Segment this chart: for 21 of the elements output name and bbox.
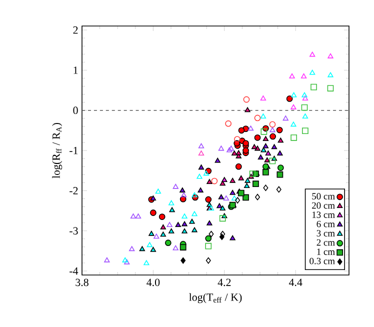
y-axis-title: log(R$_{ff}$ / R$_{A}$) — [52, 123, 62, 178]
x-tick-label: 3.8 — [76, 278, 88, 286]
x-tick-label: 4.2 — [218, 278, 231, 286]
y-tick-label: 0 — [73, 106, 78, 114]
x-tick-label: 4.0 — [146, 278, 160, 286]
legend-label: 13 cm — [312, 212, 335, 218]
legend-label: 0.3 cm — [310, 258, 335, 264]
legend-label: 2 cm — [316, 239, 335, 246]
y-tick-label: 2 — [73, 26, 78, 34]
x-tick-label: 4.4 — [288, 278, 302, 286]
y-tick-label: -2 — [70, 187, 78, 194]
y-tick-label: -4 — [70, 267, 78, 275]
legend-label: 1 cm — [317, 248, 335, 255]
x-axis-title: log(T$_{eff}$ / K) — [189, 293, 242, 304]
legend-label: 50 cm — [312, 193, 335, 200]
legend-label: 20 cm — [312, 202, 335, 209]
y-tick-label: -3 — [70, 227, 78, 235]
legend-label: 3 cm — [316, 230, 335, 236]
y-tick-label: 1 — [74, 66, 78, 74]
y-tick-label: -1 — [70, 146, 78, 154]
legend-label: 6 cm — [316, 220, 335, 228]
